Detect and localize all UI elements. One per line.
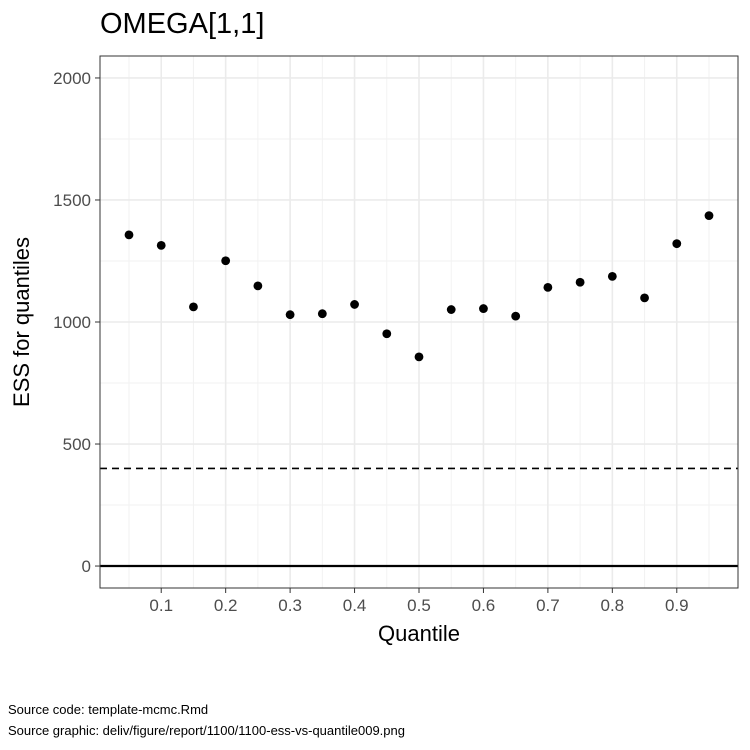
data-point	[253, 281, 263, 291]
data-point	[350, 300, 359, 309]
y-axis-title: ESS for quantiles	[9, 237, 34, 407]
data-point	[221, 256, 231, 266]
source-graphic-caption: Source graphic: deliv/figure/report/1100…	[8, 723, 405, 738]
data-point	[189, 302, 198, 312]
data-point	[414, 352, 424, 362]
major-grid	[100, 56, 738, 588]
data-point	[479, 304, 488, 313]
y-tick-label: 1000	[53, 313, 91, 332]
x-tick-label: 0.3	[278, 596, 302, 615]
x-tick-label: 0.1	[149, 596, 173, 615]
x-axis-title: Quantile	[378, 621, 460, 646]
ess-quantile-chart: OMEGA[1,1] 0.1 0.2 0.3 0.4 0.5 0.6 0.7 0.8 0.9 0…	[9, 8, 739, 646]
data-point	[446, 305, 456, 314]
data-points	[124, 211, 714, 362]
x-axis-ticks: 0.1 0.2 0.3 0.4 0.5 0.6 0.7 0.8 0.9	[149, 588, 689, 615]
x-tick-label: 0.2	[214, 596, 238, 615]
data-point	[607, 271, 617, 281]
data-point	[124, 230, 134, 240]
data-point	[285, 310, 295, 320]
x-tick-label: 0.4	[343, 596, 367, 615]
y-axis-ticks: 0 500 1000 1500 2000	[53, 69, 100, 576]
y-tick-label: 1500	[53, 191, 91, 210]
data-point	[317, 309, 327, 319]
x-tick-label: 0.7	[536, 596, 560, 615]
data-point	[511, 311, 521, 321]
y-tick-label: 0	[82, 557, 91, 576]
reference-lines	[100, 467, 738, 568]
data-point	[543, 282, 553, 292]
data-point	[156, 240, 166, 250]
y-tick-label: 2000	[53, 69, 91, 88]
y-tick-label: 500	[63, 435, 91, 454]
data-point	[672, 239, 682, 249]
x-tick-label: 0.8	[601, 596, 625, 615]
data-point	[640, 293, 649, 303]
x-tick-label: 0.5	[407, 596, 431, 615]
data-point	[704, 211, 714, 221]
data-point	[382, 329, 392, 339]
chart-title: OMEGA[1,1]	[100, 8, 264, 40]
data-point	[575, 277, 585, 287]
x-tick-label: 0.6	[472, 596, 496, 615]
x-tick-label: 0.9	[665, 596, 689, 615]
source-code-caption: Source code: template-mcmc.Rmd	[8, 702, 209, 717]
